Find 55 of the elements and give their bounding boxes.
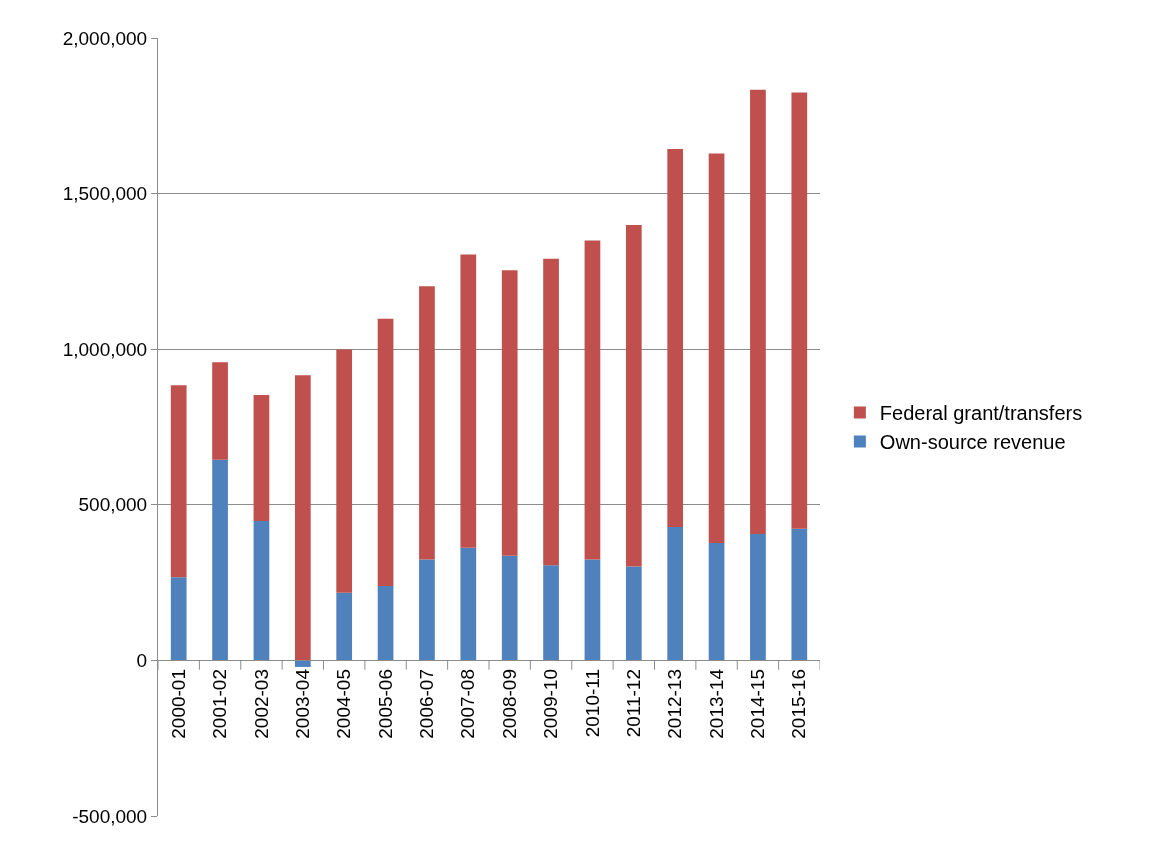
- bar: [336, 592, 353, 661]
- bar: [460, 547, 477, 661]
- bar: [584, 240, 601, 560]
- x-tick-label: 2008-09: [498, 669, 520, 739]
- x-tick-label: 2000-01: [167, 669, 189, 739]
- x-tick-label: 2002-03: [250, 669, 272, 739]
- bar: [170, 385, 187, 578]
- y-tick-label: 2,000,000: [62, 27, 148, 49]
- bar: [170, 577, 187, 661]
- bar: [791, 92, 808, 529]
- legend-label: Federal grant/transfers: [879, 402, 1083, 425]
- bar: [253, 520, 270, 661]
- bar: [212, 362, 228, 460]
- bar: [336, 349, 353, 593]
- bar: [294, 375, 311, 661]
- y-tick-label: -500,000: [72, 805, 148, 827]
- y-tick-label: 0: [136, 650, 148, 672]
- bar: [708, 153, 725, 544]
- y-tick-label: 1,500,000: [62, 183, 148, 205]
- bar: [584, 559, 601, 661]
- bar: [501, 555, 518, 661]
- x-tick-label: 2007-08: [457, 669, 479, 739]
- x-tick-label: 2005-06: [374, 669, 396, 739]
- legend-label: Own-source revenue: [879, 431, 1066, 454]
- x-tick-label: 2013-14: [705, 668, 727, 739]
- x-tick-label: 2010-11: [581, 669, 603, 738]
- bar: [750, 534, 766, 661]
- y-tick-label: 1,000,000: [62, 338, 148, 360]
- bar: [791, 528, 808, 661]
- bar: [708, 543, 725, 661]
- bar: [543, 258, 559, 566]
- bar: [377, 586, 394, 661]
- bar: [625, 566, 642, 661]
- bar: [501, 270, 518, 556]
- x-tick-label: 2004-05: [333, 669, 355, 739]
- y-tick-label: 500,000: [78, 494, 148, 516]
- bar: [253, 394, 270, 521]
- x-tick-label: 2003-04: [291, 668, 313, 739]
- x-tick-label: 2001-02: [209, 669, 231, 739]
- bar: [212, 459, 228, 661]
- bar: [419, 559, 435, 661]
- x-tick-label: 2014-15: [747, 669, 769, 739]
- bar: [543, 565, 559, 661]
- x-tick-label: 2015-16: [788, 669, 810, 739]
- bar: [750, 89, 766, 535]
- x-tick-label: 2006-07: [416, 669, 438, 739]
- bar: [667, 149, 684, 527]
- bar: [625, 225, 642, 567]
- bar: [667, 526, 684, 661]
- x-tick-label: 2011-12: [622, 669, 644, 738]
- bar: [419, 286, 435, 560]
- bar: [377, 318, 394, 587]
- x-tick-label: 2012-13: [664, 669, 686, 739]
- x-tick-label: 2009-10: [540, 669, 562, 739]
- bar: [460, 254, 477, 548]
